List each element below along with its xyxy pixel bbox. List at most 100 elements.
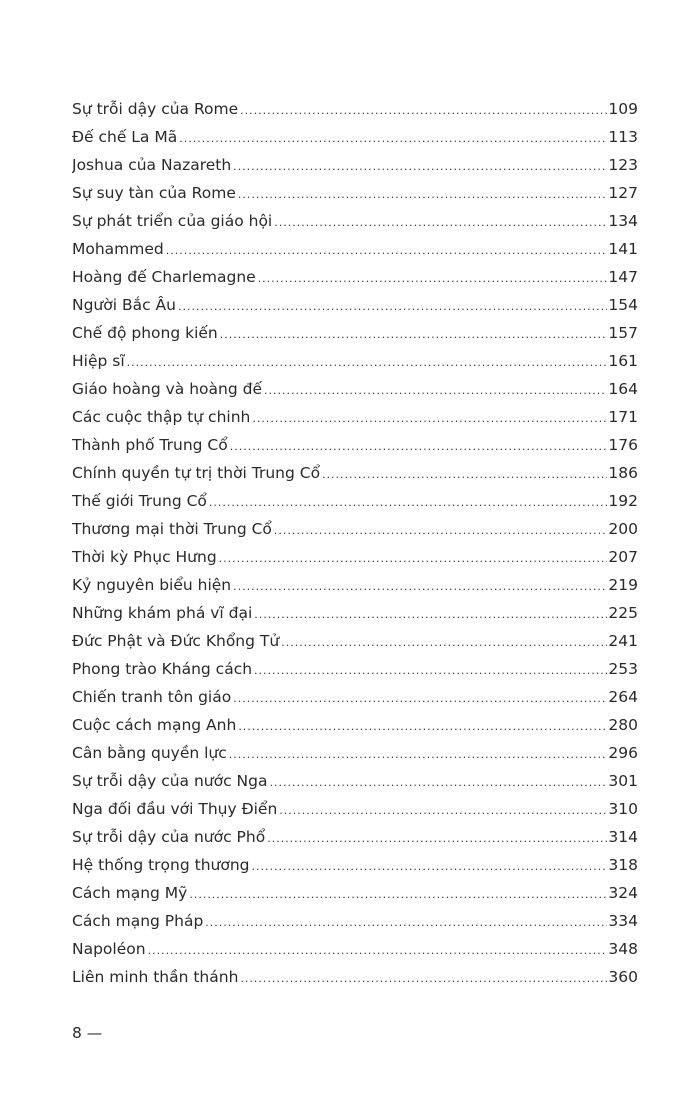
toc-entry-title: Đế chế La Mã xyxy=(72,128,178,146)
dot-leader xyxy=(274,517,607,543)
toc-entry-page: 241 xyxy=(608,632,638,650)
toc-entry: Napoléon 348 xyxy=(72,935,638,963)
toc-entry: Sự trỗi dậy của nước Phổ 314 xyxy=(72,823,638,851)
dot-leader xyxy=(233,685,607,711)
toc-entry-page: 264 xyxy=(608,688,638,706)
dot-leader xyxy=(189,881,607,907)
toc-entry: Cách mạng Mỹ 324 xyxy=(72,879,638,907)
toc-entry-title: Sự trỗi dậy của Rome xyxy=(72,100,239,118)
dot-leader xyxy=(219,545,608,571)
toc-entry-title: Sự phát triển của giáo hội xyxy=(72,212,273,230)
toc-entry-page: 192 xyxy=(608,492,638,510)
toc-entry: Thương mại thời Trung Cổ 200 xyxy=(72,515,638,543)
dot-leader xyxy=(322,461,607,487)
dot-leader xyxy=(220,321,608,347)
toc-entry-title: Thời kỳ Phục Hưng xyxy=(72,548,217,566)
dot-leader xyxy=(178,293,607,319)
toc-entry-title: Mohammed xyxy=(72,240,164,258)
toc-entry: Cách mạng Pháp 334 xyxy=(72,907,638,935)
dot-leader xyxy=(240,97,607,123)
toc-entry-page: 225 xyxy=(608,604,638,622)
toc-entry-title: Người Bắc Âu xyxy=(72,296,176,314)
dot-leader xyxy=(269,769,607,795)
toc-entry: Joshua của Nazareth 123 xyxy=(72,151,638,179)
toc-entry-page: 161 xyxy=(608,352,638,370)
toc-entry-title: Chiến tranh tôn giáo xyxy=(72,688,232,706)
toc-entry-title: Cân bằng quyền lực xyxy=(72,744,227,762)
page-number: 8 — xyxy=(72,1024,103,1042)
toc-entry: Sự phát triển của giáo hội 134 xyxy=(72,207,638,235)
toc-entry: Sự suy tàn của Rome 127 xyxy=(72,179,638,207)
dot-leader xyxy=(252,405,607,431)
toc-entry-page: 348 xyxy=(608,940,638,958)
toc-entry: Mohammed 141 xyxy=(72,235,638,263)
toc-entry: Cân bằng quyền lực 296 xyxy=(72,739,638,767)
dot-leader xyxy=(238,713,607,739)
toc-entry-title: Những khám phá vĩ đại xyxy=(72,604,253,622)
toc-entry-page: 280 xyxy=(608,716,638,734)
toc-entry-page: 318 xyxy=(608,856,638,874)
toc-entry-page: 127 xyxy=(608,184,638,202)
toc-entry-title: Sự trỗi dậy của nước Nga xyxy=(72,772,268,790)
dot-leader xyxy=(148,937,608,963)
toc-entry-page: 113 xyxy=(608,128,638,146)
toc-entry-page: 157 xyxy=(608,324,638,342)
toc-entry-title: Nga đối đầu với Thụy Điển xyxy=(72,800,278,818)
toc-entry: Hoàng đế Charlemagne 147 xyxy=(72,263,638,291)
toc-entry-title: Chế độ phong kiến xyxy=(72,324,218,342)
toc-entry: Chiến tranh tôn giáo 264 xyxy=(72,683,638,711)
toc-entry: Người Bắc Âu 154 xyxy=(72,291,638,319)
toc-entry-page: 134 xyxy=(608,212,638,230)
toc-entry-page: 186 xyxy=(608,464,638,482)
toc-entry-page: 296 xyxy=(608,744,638,762)
toc-entry-page: 219 xyxy=(608,576,638,594)
toc-entry: Cuộc cách mạng Anh 280 xyxy=(72,711,638,739)
toc-entry: Giáo hoàng và hoàng đế 164 xyxy=(72,375,638,403)
dot-leader xyxy=(274,209,607,235)
toc-entry: Sự trỗi dậy của nước Nga 301 xyxy=(72,767,638,795)
toc-entry-title: Hoàng đế Charlemagne xyxy=(72,268,256,286)
toc-entry-page: 154 xyxy=(608,296,638,314)
toc-entry-title: Kỷ nguyên biểu hiện xyxy=(72,576,232,594)
toc-entry: Kỷ nguyên biểu hiện 219 xyxy=(72,571,638,599)
dot-leader xyxy=(240,965,607,991)
toc-entry: Hệ thống trọng thương 318 xyxy=(72,851,638,879)
dot-leader xyxy=(264,377,607,403)
toc-entry: Những khám phá vĩ đại 225 xyxy=(72,599,638,627)
toc-entry: Các cuộc thập tự chinh 171 xyxy=(72,403,638,431)
toc-entry-title: Các cuộc thập tự chinh xyxy=(72,408,251,426)
toc-entry-title: Cuộc cách mạng Anh xyxy=(72,716,237,734)
toc-entry-title: Liên minh thần thánh xyxy=(72,968,239,986)
toc-entry: Đế chế La Mã 113 xyxy=(72,123,638,151)
toc-entry: Đức Phật và Đức Khổng Tử 241 xyxy=(72,627,638,655)
dot-leader xyxy=(127,349,608,375)
toc-entry: Chính quyền tự trị thời Trung Cổ 186 xyxy=(72,459,638,487)
toc-entry-title: Thành phố Trung Cổ xyxy=(72,436,228,454)
toc-entry-title: Sự suy tàn của Rome xyxy=(72,184,236,202)
dot-leader xyxy=(279,797,607,823)
toc-entry-title: Joshua của Nazareth xyxy=(72,156,232,174)
toc-entry-title: Chính quyền tự trị thời Trung Cổ xyxy=(72,464,321,482)
toc-entry-page: 176 xyxy=(608,436,638,454)
toc-entry-title: Giáo hoàng và hoàng đế xyxy=(72,380,262,398)
toc-entry-page: 360 xyxy=(608,968,638,986)
table-of-contents: Sự trỗi dậy của Rome 109 Đế chế La Mã 113 Jo… xyxy=(72,95,638,991)
toc-entry-title: Hệ thống trọng thương xyxy=(72,856,250,874)
toc-entry-title: Napoléon xyxy=(72,940,146,958)
toc-entry-page: 207 xyxy=(608,548,638,566)
dot-leader xyxy=(254,601,607,627)
dot-leader xyxy=(166,237,608,263)
toc-entry-page: 200 xyxy=(608,520,638,538)
dot-leader xyxy=(230,433,608,459)
dot-leader xyxy=(254,657,607,683)
toc-entry-title: Hiệp sĩ xyxy=(72,352,125,370)
toc-entry: Thời kỳ Phục Hưng 207 xyxy=(72,543,638,571)
toc-entry: Chế độ phong kiến 157 xyxy=(72,319,638,347)
toc-entry-page: 253 xyxy=(608,660,638,678)
toc-entry-title: Cách mạng Pháp xyxy=(72,912,204,930)
dot-leader xyxy=(233,573,607,599)
dot-leader xyxy=(229,741,608,767)
toc-entry: Liên minh thần thánh 360 xyxy=(72,963,638,991)
dot-leader xyxy=(209,489,608,515)
toc-entry-title: Đức Phật và Đức Khổng Tử xyxy=(72,632,280,650)
